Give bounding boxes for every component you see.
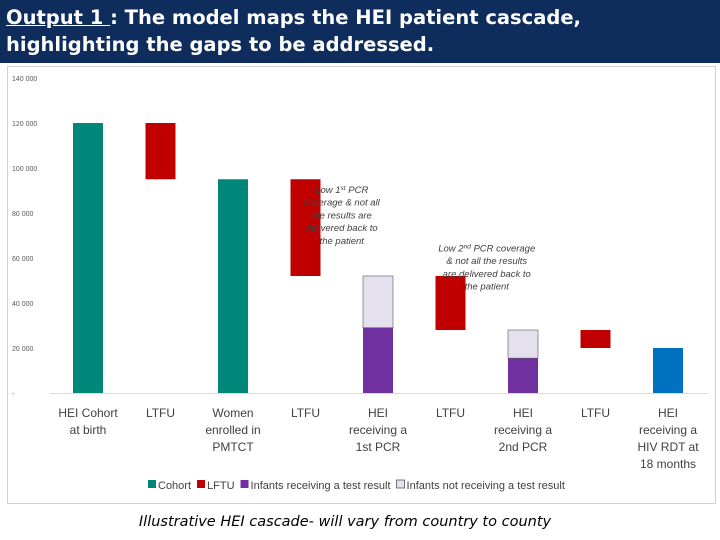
bar-segment: [73, 123, 103, 393]
y-tick-label: 80 000: [12, 211, 34, 218]
legend-swatch: [148, 480, 156, 488]
bar-segment: [507, 329, 539, 359]
legend-swatch: [240, 480, 249, 488]
slide-title: Output 1 : The model maps the HEI patien…: [6, 4, 714, 58]
legend-label: LFTU: [207, 480, 235, 492]
legend-label: Infants not receiving a test result: [407, 480, 565, 492]
y-tick-label: 60 000: [12, 256, 34, 263]
category-label: HEI receiving a 1st PCR: [349, 406, 407, 454]
bar-segment: [218, 179, 248, 393]
annotation-text: Low 1st PCR coverage & not all the results…: [304, 184, 381, 247]
annotation-text: Low 2nd PCR coverage & not all the result…: [438, 243, 535, 293]
legend-swatch: [396, 479, 405, 489]
y-tick-label: 20 000: [12, 346, 34, 353]
category-label: LTFU: [146, 406, 175, 420]
category-label: LTFU: [291, 406, 320, 420]
category-label: HEI Cohort at birth: [58, 406, 118, 437]
chart-caption: Illustrative HEI cascade- will vary from…: [138, 514, 552, 530]
category-label: LTFU: [581, 406, 610, 420]
legend-swatch: [197, 480, 206, 488]
y-tick-label: -: [12, 391, 15, 398]
title-output-label: Output 1: [6, 6, 111, 29]
category-label: HEI receiving a HIV RDT at 18 months: [637, 406, 699, 471]
title-bar: Output 1 : The model maps the HEI patien…: [0, 0, 720, 63]
bar-segment: [362, 275, 394, 329]
y-tick-label: 120 000: [12, 121, 37, 128]
bar-segment: [580, 330, 611, 348]
y-tick-label: 140 000: [12, 76, 37, 83]
bar-segment: [653, 348, 683, 393]
title-description: : The model maps the HEI patient cascade…: [6, 6, 581, 56]
y-tick-label: 100 000: [12, 166, 37, 173]
legend-label: Infants receiving a test result: [251, 480, 391, 492]
y-tick-label: 40 000: [12, 301, 34, 308]
bar-segment: [508, 358, 538, 393]
bar-segment: [290, 179, 321, 276]
bar-segment: [145, 123, 176, 180]
legend-label: Cohort: [158, 480, 191, 492]
category-label: Women enrolled in PMTCT: [205, 406, 260, 454]
bar-segment: [363, 327, 393, 393]
bar-segment: [435, 276, 466, 330]
category-label: HEI receiving a 2nd PCR: [494, 406, 552, 454]
hei-cascade-chart: 140 000 120 000 100 000 80 000 60 000 40 000 2…: [12, 76, 708, 492]
chart-frame: 140 000 120 000 100 000 80 000 60 000 40 000 2…: [7, 66, 716, 504]
category-label: LTFU: [436, 406, 465, 420]
